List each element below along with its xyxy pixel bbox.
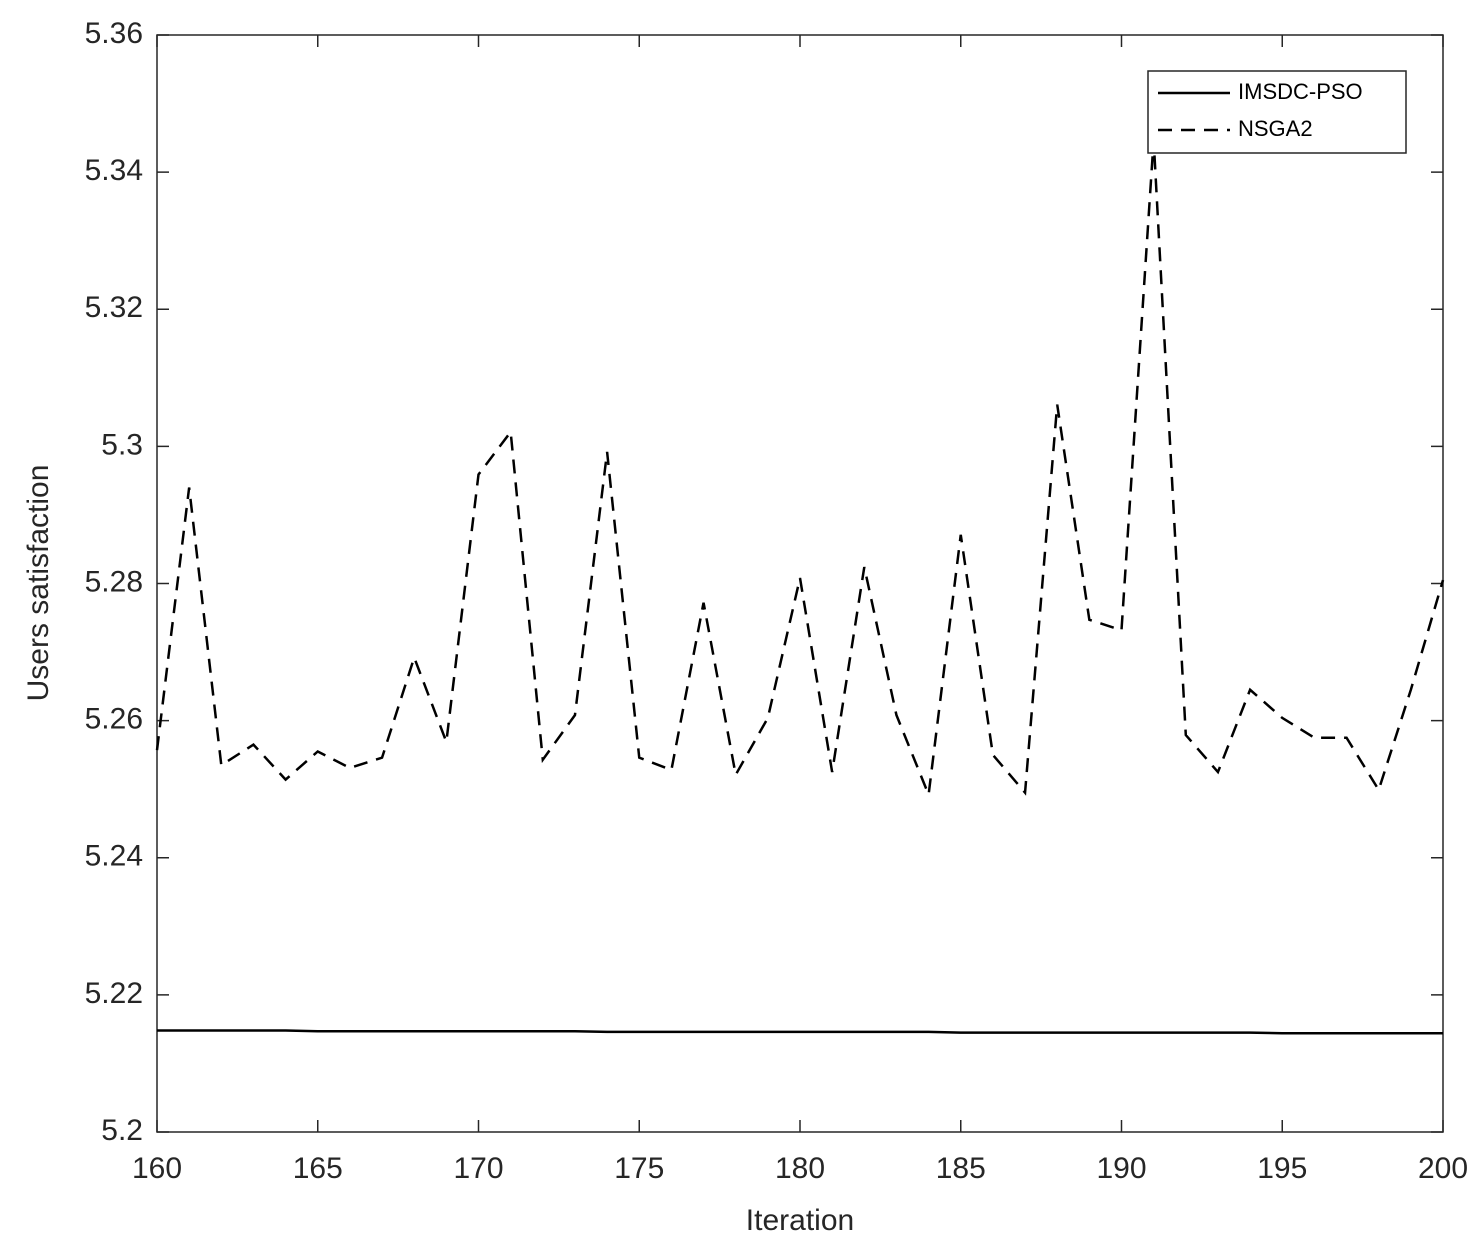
x-tick-label: 165 [293,1152,343,1185]
y-axis-label: Users satisfaction [22,465,55,702]
x-tick-label: 180 [775,1152,825,1185]
y-tick-label: 5.3 [101,428,143,461]
legend-label: NSGA2 [1238,116,1313,141]
line-series [155,139,1445,800]
legend-box [1147,70,1407,154]
line-series [157,1029,1443,1035]
x-tick-label: 195 [1257,1152,1307,1185]
x-tick-label: 170 [453,1152,503,1185]
x-tick-label: 160 [132,1152,182,1185]
y-tick-label: 5.32 [85,291,143,324]
x-tick-label: 175 [614,1152,664,1185]
y-tick-label: 5.24 [85,840,143,873]
legend: IMSDC-PSO NSGA2 [1147,70,1407,154]
y-tick-label: 5.22 [85,977,143,1010]
x-tick-label: 190 [1096,1152,1146,1185]
x-tick-label: 185 [936,1152,986,1185]
y-tick-label: 5.34 [85,154,143,187]
x-tick-label: 200 [1418,1152,1468,1185]
y-tick-label: 5.2 [101,1114,143,1147]
y-tick-label: 5.28 [85,565,143,598]
legend-label: IMSDC-PSO [1238,79,1363,104]
x-axis-label: Iteration [746,1204,854,1237]
y-tick-label: 5.36 [85,17,143,50]
y-tick-label: 5.26 [85,703,143,736]
